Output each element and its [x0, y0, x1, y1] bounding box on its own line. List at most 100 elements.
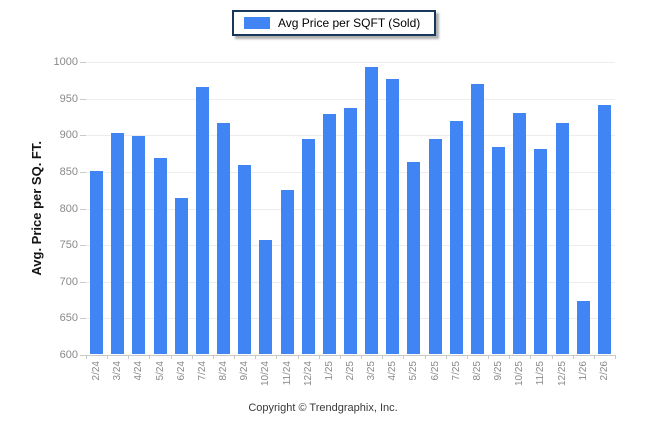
x-tick-label: 11/24	[281, 361, 293, 386]
y-axis-tick	[80, 135, 86, 137]
chart-legend: Avg Price per SQFT (Sold)	[232, 10, 437, 36]
gridline	[86, 62, 615, 63]
x-axis-tick	[488, 355, 490, 359]
x-axis-tick	[107, 355, 109, 359]
y-axis-tick	[80, 245, 86, 247]
x-axis-tick	[191, 355, 193, 359]
x-axis-tick	[615, 355, 616, 359]
x-tick-label: 6/24	[175, 361, 187, 381]
x-tick-label: 8/25	[471, 361, 483, 381]
x-tick-label: 6/25	[429, 361, 441, 381]
x-tick-label: 7/25	[450, 361, 462, 381]
y-axis-tick	[80, 98, 86, 100]
x-axis-tick	[424, 355, 426, 359]
y-tick-label: 650	[59, 312, 78, 325]
bar	[534, 148, 548, 354]
bar	[301, 138, 315, 354]
bar	[344, 107, 357, 354]
x-tick-label: 5/25	[408, 361, 420, 381]
bar	[386, 78, 400, 354]
x-tick-label: 1/26	[577, 361, 589, 381]
bar	[153, 157, 167, 354]
x-tick-label: 4/25	[387, 361, 399, 381]
y-tick-label: 1000	[53, 56, 78, 68]
x-tick-label: 3/25	[366, 361, 378, 381]
x-axis-tick	[128, 355, 130, 359]
y-axis-tick	[80, 318, 86, 320]
x-axis-tick	[212, 355, 214, 359]
y-tick-label: 750	[59, 239, 78, 252]
bar	[407, 162, 421, 354]
x-axis-tick	[318, 355, 320, 359]
bar	[90, 170, 104, 354]
x-tick-label: 10/25	[514, 361, 526, 387]
x-tick-label: 2/25	[345, 361, 356, 381]
x-axis-tick	[509, 355, 511, 359]
bar	[428, 139, 442, 354]
x-axis-tick	[149, 355, 151, 359]
x-axis-tick	[530, 355, 532, 359]
bar	[217, 122, 231, 354]
x-tick-label: 2/24	[91, 361, 103, 381]
bar	[597, 104, 611, 354]
y-tick-label: 600	[59, 349, 78, 361]
bar	[280, 189, 294, 354]
x-axis-line	[86, 355, 615, 356]
bar	[449, 121, 463, 354]
x-axis-tick	[361, 355, 363, 359]
y-tick-label: 900	[59, 129, 78, 142]
y-tick-label: 800	[59, 202, 78, 215]
legend-swatch-icon	[244, 17, 270, 29]
x-tick-label: 2/26	[598, 361, 610, 381]
x-axis-tick	[551, 355, 553, 359]
x-axis-tick	[339, 355, 341, 359]
x-tick-label: 1/25	[323, 361, 335, 381]
x-tick-label: 7/24	[196, 361, 208, 381]
y-axis-tick	[80, 171, 86, 173]
y-tick-label: 950	[59, 92, 78, 105]
y-axis-tick	[80, 281, 86, 283]
y-tick-label: 700	[59, 275, 78, 288]
bar	[238, 165, 252, 354]
bar	[322, 113, 336, 354]
bar	[555, 123, 569, 354]
bar	[174, 197, 188, 354]
x-axis-tick	[445, 355, 447, 359]
bar	[492, 147, 506, 354]
x-axis-tick	[466, 355, 468, 359]
y-axis-tick	[80, 355, 86, 356]
bar	[365, 66, 379, 354]
plot-area: 600 650 700 750 800 850 900 950 1000 2/24 3/24 4/24…	[54, 56, 616, 386]
footer-copyright: Copyright © Trendgraphix, Inc.	[248, 402, 398, 414]
bar	[195, 86, 209, 354]
bar	[470, 83, 484, 354]
x-tick-label: 12/25	[556, 361, 568, 387]
x-axis-tick	[86, 355, 87, 359]
bar	[513, 113, 527, 354]
x-axis-tick	[297, 355, 299, 359]
bar	[259, 240, 273, 354]
x-tick-label: 5/24	[154, 361, 166, 381]
y-axis-tick	[80, 208, 86, 210]
x-axis-tick	[382, 355, 384, 359]
x-axis-tick	[593, 355, 595, 359]
y-axis-tick	[80, 62, 86, 63]
gridline	[86, 98, 615, 100]
x-axis-tick	[234, 355, 236, 359]
bar	[132, 136, 146, 354]
x-axis-tick	[403, 355, 405, 359]
x-axis-tick	[572, 355, 574, 359]
legend-label: Avg Price per SQFT (Sold)	[278, 16, 421, 30]
y-tick-label: 850	[59, 165, 78, 178]
x-axis-tick	[170, 355, 172, 359]
bar	[111, 132, 125, 354]
bar	[576, 301, 590, 354]
x-tick-label: 9/24	[239, 361, 251, 381]
x-tick-label: 9/25	[493, 361, 505, 381]
x-tick-label: 12/24	[302, 361, 314, 387]
x-tick-label: 10/24	[260, 361, 272, 387]
x-axis-tick	[255, 355, 257, 359]
x-tick-label: 4/24	[133, 361, 145, 381]
x-tick-label: 8/24	[218, 361, 230, 381]
